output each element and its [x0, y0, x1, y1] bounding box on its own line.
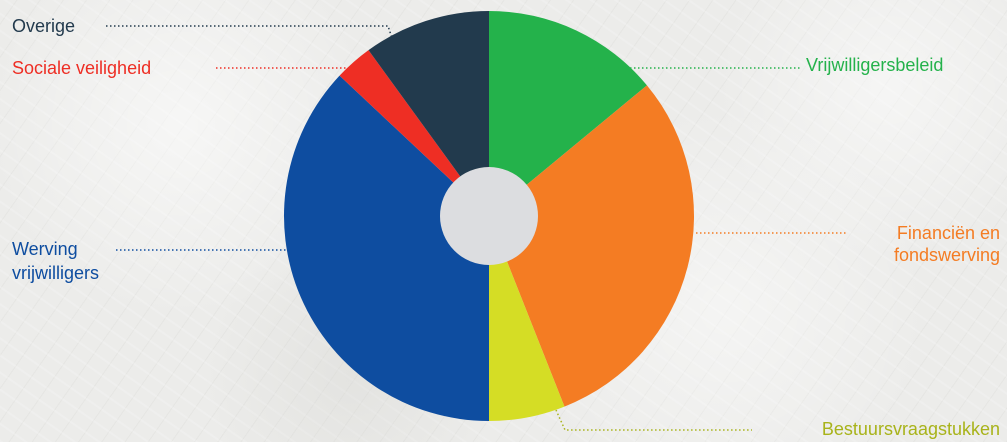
label-bestuursvraagstukken: Bestuursvraagstukken: [822, 419, 1000, 439]
label-line: Sociale veiligheid: [12, 58, 151, 78]
leader-lines: [106, 25, 846, 431]
label-line: Overige: [12, 16, 75, 36]
label-overige: Overige: [12, 16, 75, 36]
label-line: Financiën en: [897, 223, 1000, 243]
label-vrijwilligersbeleid: Vrijwilligersbeleid: [806, 55, 943, 75]
pie-slice-sociale-veiligheid: [339, 50, 489, 217]
pie-slice-vrijwilligersbeleid: [489, 11, 647, 216]
label-line: Werving: [12, 239, 78, 259]
label-financien-en-fondswerving: Financiën en fondswerving: [894, 223, 1000, 265]
label-line: Bestuursvraagstukken: [822, 419, 1000, 439]
donut-hole: [440, 167, 538, 265]
label-line: Vrijwilligersbeleid: [806, 55, 943, 75]
label-werving-vrijwilligers: Werving vrijwilligers: [12, 239, 99, 283]
label-line: vrijwilligers: [12, 263, 99, 283]
leader-line-overige: [106, 25, 393, 39]
pie-slice-bestuursvraagstukken: [489, 216, 565, 421]
pie-slice-overige: [368, 10, 489, 216]
pie-slice-werving-vrijwilligers: [284, 75, 489, 422]
label-sociale-veiligheid: Sociale veiligheid: [12, 58, 151, 78]
leader-line-bestuursvraagstukken: [555, 409, 752, 431]
label-line: fondswerving: [894, 245, 1000, 265]
slice-labels: Vrijwilligersbeleid Financiën en fondswerv…: [12, 16, 1000, 439]
pie-slice-financien-en-fondswerving: [489, 85, 695, 407]
pie-slices: [284, 10, 695, 422]
